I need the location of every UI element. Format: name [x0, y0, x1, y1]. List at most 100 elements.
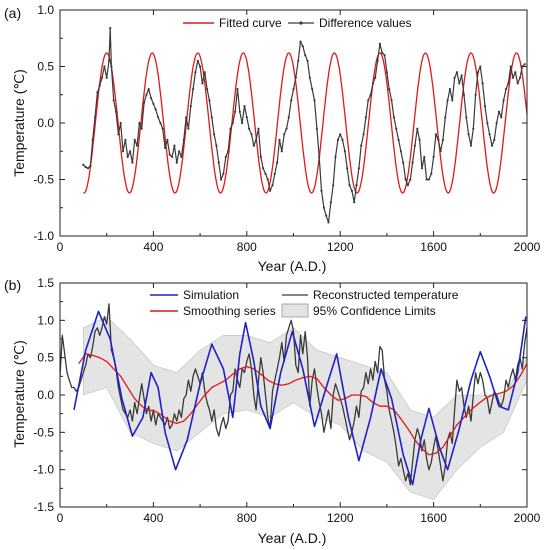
panel-b-label: (b) [4, 277, 21, 293]
panel-a-point [107, 59, 111, 62]
panel-a-point [392, 116, 395, 119]
panel-a-point [514, 71, 517, 74]
panel-a-point [409, 178, 412, 181]
panel-a-point [455, 71, 458, 74]
panel-a-point [136, 144, 139, 147]
panel-a-y-axis-title: Temperature (℃) [11, 69, 27, 177]
panel-a-point [86, 167, 90, 170]
panel-a-point [152, 102, 155, 105]
panel-a-point [112, 99, 115, 102]
panel-a-point [504, 88, 508, 91]
panel-a-point [472, 127, 475, 130]
panel-a-point [117, 133, 120, 136]
panel-a-point [371, 82, 374, 85]
panel-a-point [523, 63, 526, 66]
panel-a-point [327, 221, 330, 224]
panel-a-point [100, 76, 104, 79]
panel-a-point [444, 116, 447, 119]
panel-a-point [168, 153, 171, 156]
panel-a-point [93, 116, 97, 119]
panel-a-point [98, 84, 101, 87]
panel-a-point [378, 42, 381, 46]
panel-a-point [493, 138, 496, 141]
panel-a-point [264, 172, 267, 175]
panel-a-point [332, 184, 335, 187]
panel-a-point [313, 99, 316, 102]
panel-a-point [243, 105, 246, 108]
panel-a-point [420, 167, 423, 170]
legend-label-confidence-limits: 95% Confidence Limits [313, 304, 436, 318]
panel-a-point [171, 155, 174, 158]
panel-a-point [109, 27, 112, 30]
panel-a-point [381, 51, 384, 55]
panel-a-point [196, 59, 199, 62]
legend-label-difference-values: Difference values [319, 16, 412, 30]
panel-a-point [416, 127, 419, 130]
panel-a-point [481, 82, 484, 85]
panel-a-point [467, 133, 470, 136]
panel-a-point [257, 127, 260, 130]
panel-a-point [490, 144, 494, 147]
panel-a-point [294, 76, 297, 79]
panel-a-point [133, 138, 136, 141]
panel-a-point [185, 116, 188, 119]
panel-a-point [341, 138, 344, 141]
panel-a-y-tick-label: -0.5 [33, 173, 54, 187]
panel-a-point [192, 88, 195, 91]
panel-a-point [304, 54, 307, 57]
panel-a-point [427, 178, 430, 181]
panel-a-point [339, 133, 342, 136]
panel-a-point [299, 40, 302, 43]
panel-a-point [509, 65, 512, 68]
panel-a-point [124, 138, 127, 141]
panel-a-point [460, 74, 463, 77]
panel-a-point [334, 155, 337, 158]
panel-a-point [229, 127, 232, 130]
panel-a-point [180, 155, 183, 158]
panel-a-point [227, 150, 230, 153]
panel-a-point [84, 166, 87, 169]
panel-a-point [325, 214, 328, 217]
panel-a-point [276, 161, 279, 164]
panel-a-point [138, 121, 141, 125]
panel-a-point [360, 144, 363, 147]
panel-a-point [157, 116, 160, 119]
panel-b-y-tick-label: -1.0 [33, 463, 54, 477]
panel-a-point [425, 178, 428, 181]
panel-a-point [143, 101, 146, 104]
panel-a-point [364, 116, 367, 119]
panel-a-point [145, 93, 148, 96]
panel-a-point [301, 45, 304, 48]
panel-a-point [129, 150, 132, 153]
panel-a-point [189, 105, 192, 108]
panel-a-point [488, 133, 491, 136]
panel-a-point [206, 88, 209, 91]
panel-a-point [182, 138, 185, 141]
panel-a-point [397, 138, 400, 141]
panel-a-point [203, 71, 206, 74]
panel-a-y-tick-label: -1.0 [33, 229, 54, 243]
panel-a-point [250, 133, 253, 136]
panel-a-point [147, 88, 150, 91]
panel-a-point [318, 155, 321, 158]
panel-a-point [462, 93, 466, 96]
panel-a-point [187, 127, 190, 130]
panel-a-point [432, 155, 435, 158]
panel-a-x-tick-label: 2000 [514, 240, 541, 254]
panel-a-point [474, 93, 477, 96]
panel-a-point [395, 127, 398, 130]
panel-a-point [278, 138, 281, 141]
panel-a-point [159, 121, 162, 125]
panel-a-point [367, 99, 370, 102]
panel-b-x-axis-title: Year (A.D.) [258, 530, 327, 546]
panel-a-point [353, 201, 356, 204]
panel-a-point [516, 82, 519, 85]
panel-a-point [495, 121, 498, 125]
panel-a-point [231, 121, 234, 125]
panel-a-point [308, 76, 311, 79]
panel-b-y-tick-label: 0.5 [37, 351, 54, 365]
panel-b-x-tick-label: 1600 [420, 511, 447, 525]
panel-a-y-tick-label: 1.0 [37, 3, 54, 17]
panel-a-point [208, 99, 211, 102]
